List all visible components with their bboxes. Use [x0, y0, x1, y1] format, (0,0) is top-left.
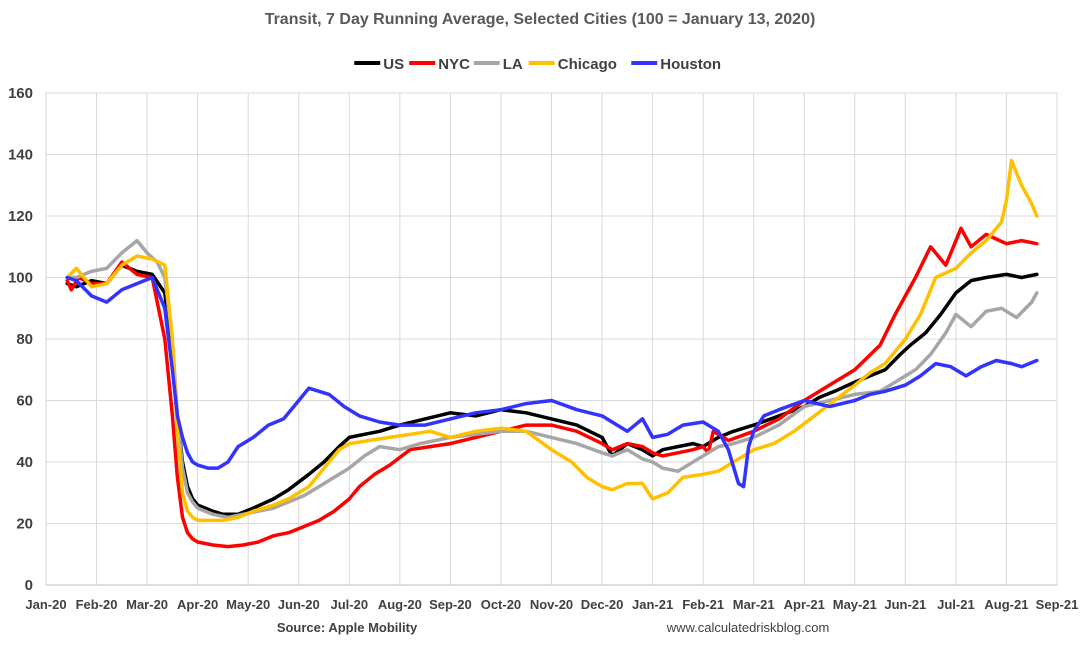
x-tick-label: Jul-20 [331, 597, 369, 612]
x-tick-label: Aug-21 [984, 597, 1028, 612]
series-line-nyc [65, 226, 1039, 549]
legend-label-houston: Houston [660, 56, 721, 73]
x-tick-label: Apr-20 [177, 597, 218, 612]
x-tick-label: Jan-21 [632, 597, 673, 612]
y-tick-label: 140 [8, 147, 33, 164]
x-tick-label: Feb-21 [682, 597, 724, 612]
x-tick-label: Mar-20 [126, 597, 168, 612]
x-tick-label: Feb-20 [76, 597, 118, 612]
x-tick-label: Mar-21 [733, 597, 775, 612]
y-tick-label: 60 [16, 393, 33, 410]
y-tick-label: 40 [16, 454, 33, 471]
legend-label-la: LA [503, 56, 523, 73]
source-note: Source: Apple Mobility [277, 620, 418, 635]
x-tick-label: Jun-21 [884, 597, 926, 612]
x-tick-label: Jan-20 [25, 597, 66, 612]
website-credit: www.calculatedriskblog.com [666, 620, 830, 635]
legend-label-chicago: Chicago [558, 56, 617, 73]
legend-label-us: US [383, 56, 404, 73]
y-tick-label: 0 [25, 577, 33, 594]
x-tick-label: Aug-20 [378, 597, 422, 612]
y-axis: 0 20 40 60 80 100 120 140 160 [8, 85, 33, 594]
y-tick-label: 100 [8, 270, 33, 287]
chart-title: Transit, 7 Day Running Average, Selected… [265, 11, 816, 28]
x-tick-label: May-21 [833, 597, 877, 612]
y-tick-label: 80 [16, 331, 33, 348]
x-tick-label: Oct-20 [481, 597, 521, 612]
x-tick-label: Dec-20 [581, 597, 624, 612]
x-tick-label: Jun-20 [278, 597, 320, 612]
series-lines [65, 158, 1039, 549]
x-tick-label: May-20 [226, 597, 270, 612]
legend-label-nyc: NYC [438, 56, 470, 73]
legend: US NYC LA Chicago Houston [354, 56, 721, 73]
y-tick-label: 20 [16, 516, 33, 533]
x-tick-label: Sep-20 [429, 597, 472, 612]
series-line-houston [65, 275, 1039, 489]
x-axis: Jan-20 Feb-20 Mar-20 Apr-20 May-20 Jun-20 Jul-… [25, 584, 1079, 612]
y-tick-label: 120 [8, 208, 33, 225]
series-line-chicago [65, 158, 1039, 523]
x-tick-label: Nov-20 [530, 597, 573, 612]
x-tick-label: Jul-21 [937, 597, 975, 612]
x-tick-label: Apr-21 [784, 597, 825, 612]
x-tick-label: Sep-21 [1036, 597, 1079, 612]
y-tick-label: 160 [8, 85, 33, 102]
